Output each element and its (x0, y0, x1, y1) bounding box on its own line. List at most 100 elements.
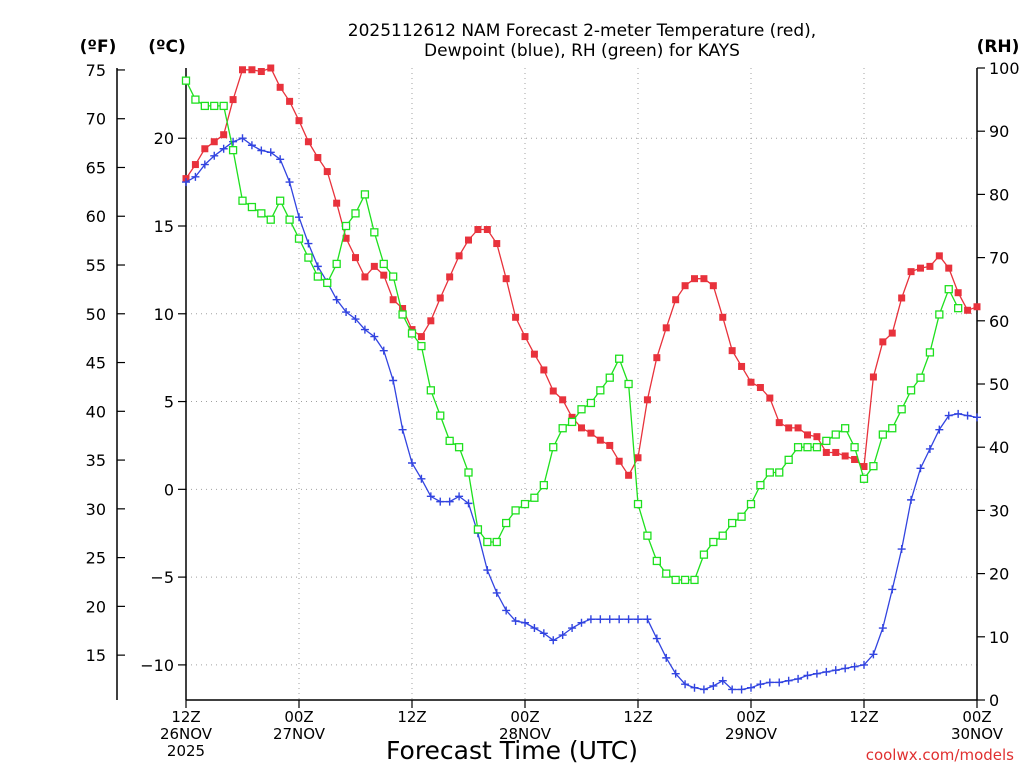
celsius-tick-label: 15 (154, 217, 174, 236)
data-point-temperature (201, 145, 209, 153)
celsius-tick-label: −10 (140, 656, 174, 675)
data-point-dewpoint (360, 325, 369, 334)
data-point-rh (850, 443, 859, 452)
data-point-dewpoint (699, 685, 708, 694)
data-point-temperature (964, 306, 972, 314)
data-point-temperature (794, 424, 802, 432)
data-point-rh (266, 215, 275, 224)
data-point-temperature (822, 448, 830, 456)
data-point-rh (869, 462, 878, 471)
data-point-temperature (370, 262, 378, 270)
data-point-rh (417, 341, 426, 351)
data-point-rh (549, 443, 558, 452)
fahrenheit-tick-label: 30 (86, 500, 106, 519)
data-point-rh (276, 196, 285, 205)
data-point-dewpoint (615, 615, 624, 624)
data-point-dewpoint (219, 144, 228, 153)
data-point-rh (954, 304, 963, 313)
data-point-rh (285, 215, 294, 224)
data-point-rh (445, 436, 454, 446)
data-point-rh (615, 354, 624, 363)
celsius-tick-label: 0 (164, 480, 174, 499)
data-point-rh (756, 480, 765, 490)
data-point-rh (483, 537, 492, 547)
data-point-dewpoint (860, 660, 868, 669)
data-point-temperature (709, 282, 717, 290)
data-point-dewpoint (596, 615, 605, 624)
data-point-rh (680, 575, 690, 585)
data-point-temperature (756, 384, 764, 392)
series-dewpoint (182, 134, 981, 694)
data-point-temperature (191, 161, 199, 169)
data-point-rh (257, 209, 266, 218)
fahrenheit-tick-label: 60 (86, 207, 106, 226)
data-point-dewpoint (803, 671, 812, 680)
fahrenheit-tick-label: 50 (86, 305, 106, 324)
data-point-temperature (295, 117, 303, 125)
data-point-rh (831, 430, 840, 439)
x-tick-label: 30NOV (951, 725, 1004, 743)
data-point-dewpoint (304, 239, 313, 248)
fahrenheit-tick-label: 45 (86, 354, 106, 373)
data-point-rh (181, 76, 191, 85)
data-point-rh (360, 190, 370, 199)
data-point-temperature (869, 373, 877, 381)
data-point-dewpoint (539, 629, 548, 638)
data-point-rh (841, 424, 850, 433)
data-point-rh (219, 101, 228, 111)
series-line-temperature (185, 67, 978, 477)
fahrenheit-unit-label: (ºF) (80, 37, 117, 57)
data-point-temperature (436, 294, 444, 302)
data-point-rh (502, 518, 511, 528)
data-point-dewpoint (747, 683, 755, 692)
data-point-temperature (502, 275, 510, 283)
data-point-dewpoint (342, 308, 351, 317)
data-point-temperature (860, 463, 868, 471)
data-point-dewpoint (963, 411, 972, 420)
data-point-temperature (342, 234, 350, 242)
data-point-dewpoint (690, 683, 699, 692)
x-axis-label: Forecast Time (UTC) (386, 736, 638, 765)
data-point-temperature (973, 303, 981, 311)
data-point-rh (191, 95, 200, 104)
data-point-temperature (465, 236, 472, 244)
fahrenheit-tick-label: 65 (86, 158, 106, 177)
data-point-temperature (672, 296, 680, 304)
data-point-rh (304, 253, 313, 262)
data-point-rh (200, 101, 209, 111)
data-point-dewpoint (643, 615, 652, 624)
data-point-rh (671, 575, 680, 585)
data-point-rh (294, 234, 304, 243)
rh-tick-label: 100 (989, 59, 1020, 78)
data-point-temperature (276, 83, 284, 91)
data-point-rh (426, 386, 435, 395)
data-point-temperature (587, 429, 595, 437)
data-point-dewpoint (332, 295, 341, 304)
x-tick-label: 2025 (167, 742, 205, 760)
data-point-temperature (352, 254, 359, 262)
data-point-rh (699, 550, 709, 559)
data-point-rh (775, 468, 784, 477)
data-point-temperature (399, 305, 407, 313)
data-point-temperature (634, 454, 642, 462)
data-point-dewpoint (737, 685, 746, 694)
data-point-temperature (239, 66, 246, 74)
data-point-temperature (559, 396, 567, 404)
data-point-dewpoint (351, 315, 360, 324)
rh-tick-label: 0 (989, 691, 999, 710)
celsius-tick-label: 5 (164, 393, 174, 412)
data-point-dewpoint (549, 636, 558, 645)
data-point-rh (464, 468, 473, 477)
data-point-temperature (417, 333, 425, 341)
data-point-temperature (615, 457, 623, 465)
data-point-dewpoint (464, 499, 473, 508)
data-point-rh (596, 386, 605, 395)
data-point-rh (313, 272, 322, 281)
data-point-dewpoint (191, 172, 200, 181)
data-point-dewpoint (624, 615, 633, 624)
rh-tick-label: 20 (989, 565, 1009, 584)
data-point-temperature (446, 273, 454, 281)
rh-tick-label: 40 (989, 438, 1009, 457)
data-point-dewpoint (492, 588, 501, 597)
